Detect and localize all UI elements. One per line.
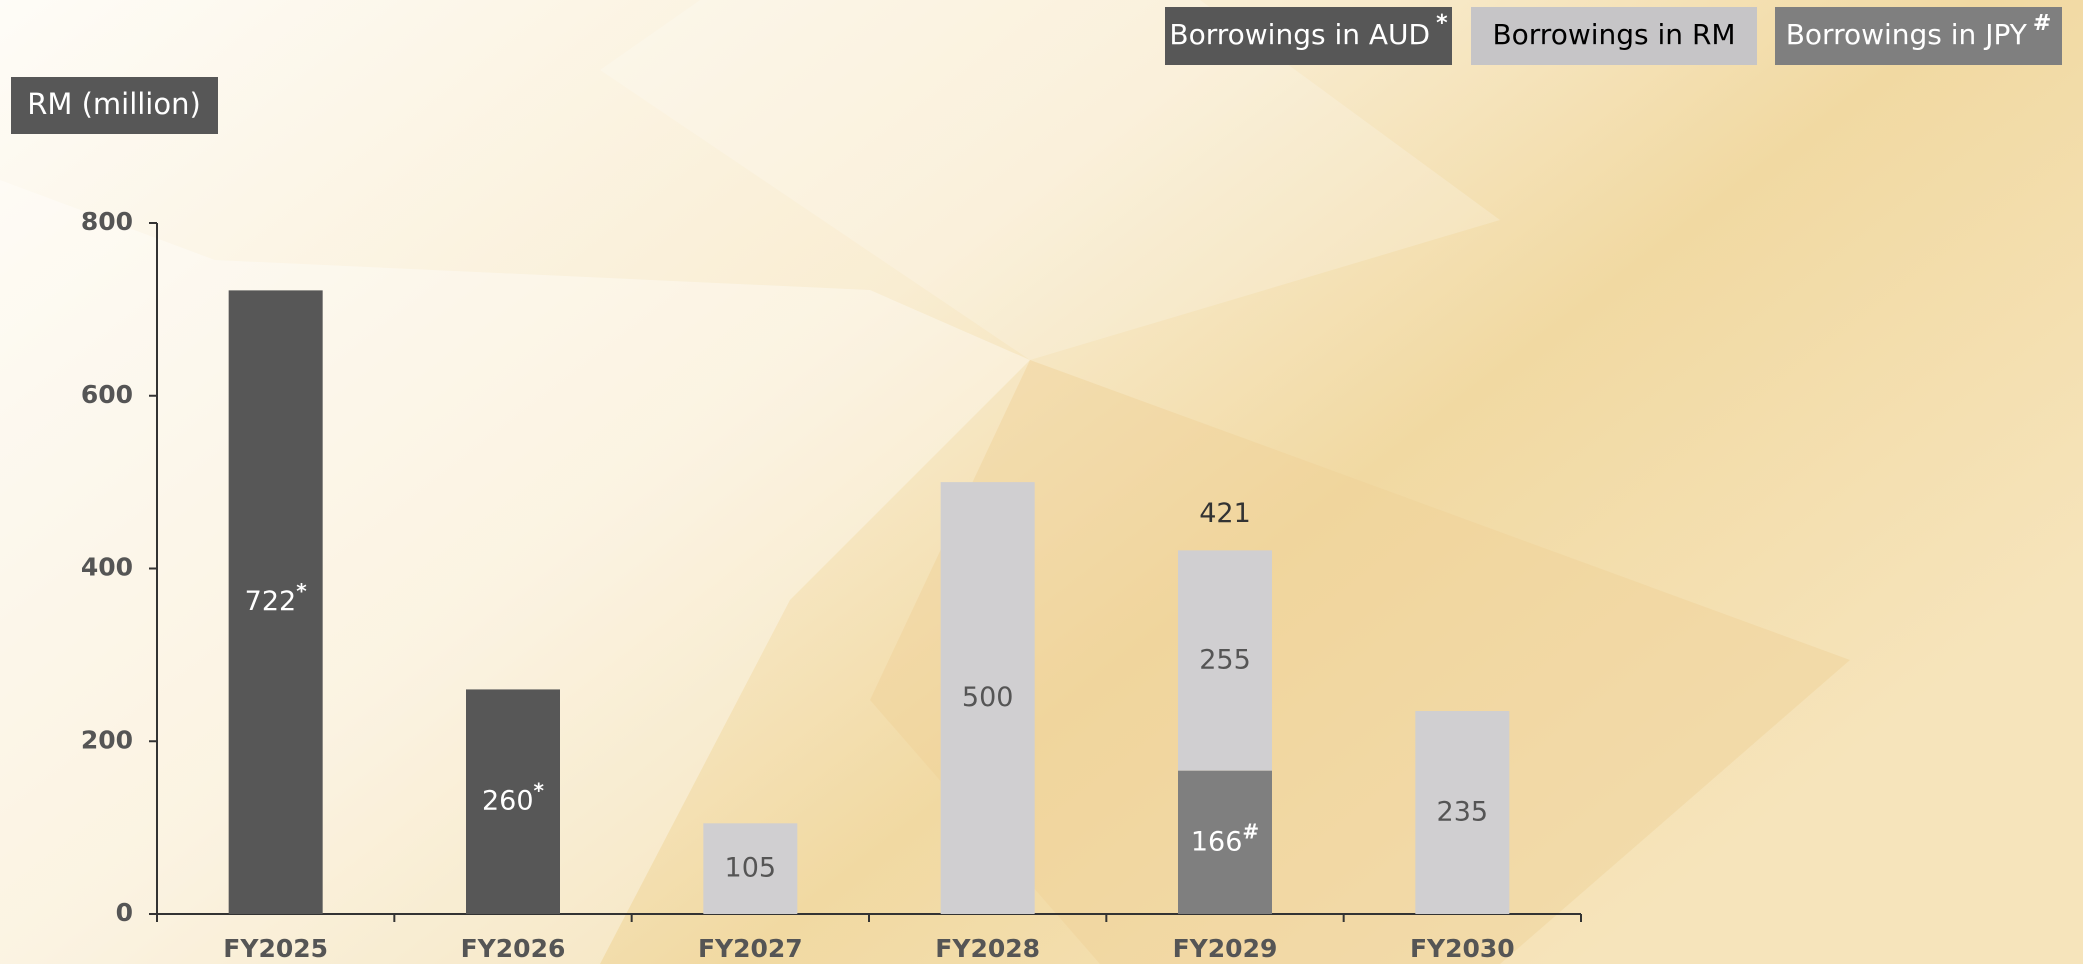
data-label-mark: * [296, 579, 307, 603]
data-label-value: 255 [1199, 644, 1251, 675]
background-shape [870, 360, 1850, 964]
data-label-value: 166 [1191, 826, 1243, 857]
legend-mark: # [2033, 11, 2051, 36]
data-label-value: 260 [482, 785, 534, 816]
x-tick-label: FY2026 [461, 934, 566, 963]
bar-segment [1178, 770, 1272, 914]
x-tick-label: FY2028 [935, 934, 1040, 963]
y-tick-label: 400 [81, 553, 133, 582]
y-axis-label-box [11, 77, 218, 134]
bar-segment [228, 290, 323, 914]
legend-label: Borrowings in RM [1492, 18, 1735, 51]
data-label: 260* [482, 778, 545, 816]
legend: Borrowings in AUD * Borrowings in RM Borrow… [1165, 7, 2062, 65]
legend-swatch [1165, 7, 1452, 65]
data-label: 722* [245, 579, 308, 617]
data-label: 255 [1199, 644, 1251, 675]
total-label: 421 [1199, 498, 1251, 529]
legend-label: Borrowings in JPY # [1786, 11, 2052, 51]
y-tick-label: 800 [81, 207, 133, 236]
data-label-value: 500 [962, 682, 1014, 713]
x-tick-label: FY2025 [223, 934, 328, 963]
legend-name: Borrowings in JPY [1786, 18, 2028, 51]
data-label-mark: * [534, 778, 545, 802]
legend-name: Borrowings in AUD [1169, 18, 1430, 51]
data-label: 105 [725, 852, 777, 883]
data-label-value: 722 [245, 586, 297, 617]
bar-segment [703, 823, 798, 914]
y-axis-label: RM (million) [27, 87, 201, 121]
bar-segment [1178, 550, 1272, 771]
bar-segment [466, 689, 560, 914]
legend-mark: * [1436, 11, 1448, 36]
x-tick-label: FY2029 [1173, 934, 1278, 963]
legend-name: Borrowings in RM [1492, 18, 1735, 51]
y-tick-label: 200 [81, 725, 133, 754]
data-label-value: 105 [725, 852, 777, 883]
y-tick-label: 600 [81, 380, 133, 409]
legend-label: Borrowings in AUD * [1169, 11, 1448, 51]
data-label: 166# [1191, 819, 1259, 857]
x-tick-label: FY2027 [698, 934, 803, 963]
data-label-value: 235 [1437, 796, 1489, 827]
legend-swatch [1471, 7, 1757, 65]
legend-swatch [1775, 7, 2062, 65]
data-label-mark: # [1242, 819, 1259, 843]
y-tick-label: 0 [116, 898, 133, 927]
bar-segment [1415, 711, 1510, 914]
data-label: 235 [1437, 796, 1489, 827]
x-tick-label: FY2030 [1410, 934, 1515, 963]
background-shape [600, 0, 1500, 360]
data-label: 500 [962, 682, 1014, 713]
bar-segment [940, 482, 1035, 914]
